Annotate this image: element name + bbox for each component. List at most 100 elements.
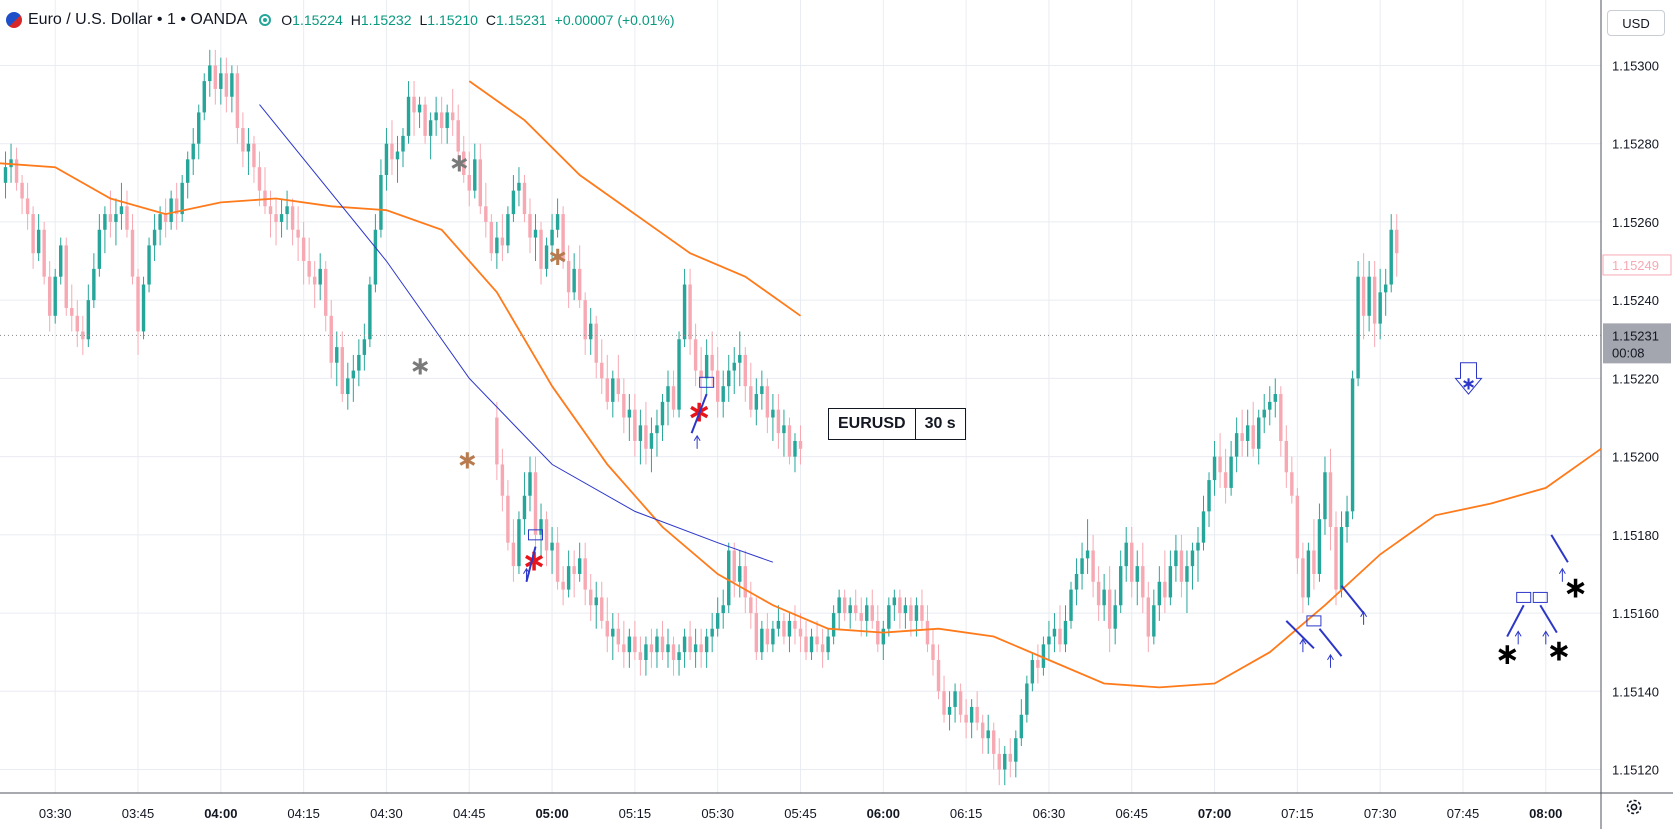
candle — [191, 128, 195, 175]
candle — [1207, 472, 1211, 528]
y-tick-label: 1.15180 — [1612, 528, 1659, 543]
candle — [1036, 644, 1040, 684]
asterisk-mark: ∗ — [1461, 373, 1476, 394]
candle — [75, 300, 80, 348]
candle-body — [583, 300, 587, 340]
candle-body — [754, 613, 759, 653]
candle-body — [1290, 472, 1294, 496]
candle-body — [324, 268, 328, 316]
candle-body — [434, 112, 438, 121]
candle — [721, 370, 725, 418]
candle — [738, 331, 742, 387]
candle-body — [500, 464, 505, 496]
candle-body — [1207, 480, 1211, 512]
candle — [804, 620, 808, 661]
candle — [1052, 613, 1057, 653]
candle-body — [853, 605, 858, 614]
candle — [760, 370, 764, 410]
candle — [793, 605, 797, 645]
candle-body — [820, 644, 825, 653]
candle — [688, 620, 692, 661]
candle — [1091, 534, 1095, 598]
candle-body — [1279, 394, 1283, 441]
candle — [566, 245, 571, 308]
candle — [693, 323, 698, 387]
candle — [577, 245, 582, 308]
candle — [285, 190, 289, 230]
candle — [1135, 550, 1139, 606]
candle — [296, 206, 300, 262]
candle-body — [185, 159, 190, 183]
candle — [975, 691, 979, 731]
candle — [837, 589, 841, 629]
up-arrow-head — [1558, 567, 1566, 575]
candle — [611, 370, 615, 418]
symbol-title[interactable]: Euro / U.S. Dollar • 1 • OANDA — [28, 11, 248, 28]
candle-body — [721, 605, 725, 614]
candle — [235, 65, 240, 144]
candle-body — [782, 620, 786, 637]
candle — [163, 198, 168, 238]
candle-body — [202, 81, 206, 113]
candle — [942, 675, 946, 723]
candle-body — [208, 65, 212, 82]
candle-body — [682, 284, 687, 340]
candle-body — [1268, 401, 1272, 410]
candle-body — [1047, 636, 1051, 645]
candle-body — [70, 307, 74, 316]
x-tick-label: 07:15 — [1281, 806, 1314, 821]
candle-body — [59, 245, 63, 277]
candle-body — [754, 394, 759, 410]
candle-body — [528, 214, 532, 238]
candle — [561, 206, 565, 269]
signal-box-mark — [1306, 615, 1322, 627]
candle-body — [125, 206, 129, 230]
signal-segment — [1285, 620, 1315, 649]
candle — [782, 613, 786, 645]
candle — [699, 628, 703, 668]
candle-body — [1345, 511, 1349, 528]
candle — [633, 620, 637, 661]
candle-body — [301, 237, 306, 262]
candle — [268, 190, 273, 238]
candle-body — [1334, 527, 1338, 590]
signal-segment — [1318, 628, 1343, 657]
candle-body — [710, 354, 714, 371]
candle — [765, 613, 770, 653]
x-tick-label: 05:00 — [535, 806, 568, 821]
currency-selector[interactable]: USD — [1607, 10, 1665, 36]
candle-body — [837, 597, 841, 614]
candle-body — [219, 73, 223, 89]
candle — [47, 261, 52, 332]
candle — [572, 550, 576, 598]
candle — [600, 339, 604, 395]
candle — [59, 237, 63, 285]
high-label: H — [350, 12, 361, 28]
candle-body — [682, 636, 687, 653]
candle — [473, 143, 477, 199]
candle-body — [1383, 284, 1388, 293]
candle-body — [1212, 456, 1217, 481]
candle — [257, 151, 262, 207]
candle-body — [677, 652, 681, 661]
gear-icon[interactable] — [1623, 796, 1645, 818]
candle-body — [362, 339, 367, 355]
candle — [152, 214, 157, 262]
candle-body — [809, 636, 814, 653]
x-tick-label: 04:15 — [287, 806, 320, 821]
candle — [815, 620, 819, 653]
candle-body — [589, 323, 593, 340]
candle — [589, 307, 593, 355]
candle — [1174, 534, 1178, 582]
candle — [605, 597, 609, 653]
candle-body — [1030, 660, 1035, 684]
candle-body — [594, 323, 598, 363]
candle — [379, 159, 383, 238]
x-tick-label: 06:45 — [1115, 806, 1148, 821]
candle-body — [484, 206, 488, 222]
candle-body — [600, 362, 604, 379]
candle — [1234, 417, 1239, 473]
candle — [688, 268, 692, 355]
candle — [1014, 730, 1018, 778]
